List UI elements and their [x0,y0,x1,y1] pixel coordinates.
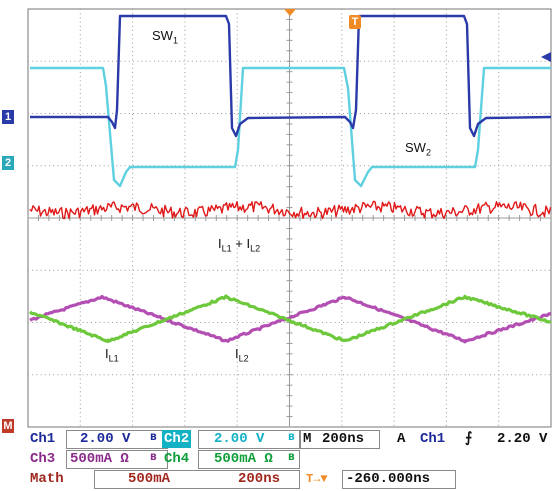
readout-panel: Ch1 2.00 V B Ch2 2.00 V B M 200ns A Ch1 … [0,429,553,491]
timebase-label: M [303,431,312,447]
readout-row-1: Ch1 2.00 V B Ch2 2.00 V B M 200ns A Ch1 … [0,429,553,449]
math-time: 200ns [238,471,281,487]
readout-row-2: Ch3 500mA Ω B Ch4 500mA Ω B [0,449,553,469]
graticule-grid [27,8,552,428]
ch2-label[interactable]: Ch2 [162,430,192,448]
ch1-label[interactable]: Ch1 [30,431,56,447]
ch2-scale-box[interactable] [198,430,300,449]
ch4-label[interactable]: Ch4 [164,451,190,467]
ch4-scale-box[interactable] [198,450,300,469]
math-ground-marker[interactable]: M [2,419,14,433]
ch2-ground-marker[interactable]: 2 [2,156,14,170]
waveform-traces [28,14,552,344]
trigger-position-icon: T→▼ [306,472,328,486]
trigger-position-marker[interactable] [284,9,296,16]
right-edge-level-marker [541,52,551,62]
ch2-sw2-trace [30,66,551,188]
il1-label: IL1 [105,346,119,364]
ch3-bw-icon: B [150,453,157,463]
trigger-slope-icon: ⨍ [465,431,473,447]
ch3-scale-box[interactable] [66,450,168,469]
ch2-scale: 2.00 V [214,431,265,447]
timebase-scale: 200ns [322,431,365,447]
ch4-scale: 500mA Ω [214,451,273,467]
ch1-ground-marker[interactable]: 1 [2,110,14,124]
il2-label: IL2 [235,346,249,364]
ch1-scale: 2.00 V [80,431,131,447]
ch3-scale: 500mA Ω [70,451,129,467]
ch3-il1-trace [29,294,552,344]
readout-row-3: Math 500mA 200ns T→▼ -260.000ns [0,469,553,489]
trigger-position-value: -260.000ns [346,471,431,487]
ch1-sw1-trace [30,14,552,138]
math-il1-plus-il2-trace [29,200,552,220]
ch1-bw-icon: B [150,433,157,443]
sw1-label: SW1 [152,28,178,46]
math-label[interactable]: Math [30,471,64,487]
math-scale-box[interactable] [94,470,300,489]
ch4-bw-icon: B [288,453,295,463]
ch4-il2-trace [28,294,552,343]
math-scale: 500mA [128,471,171,487]
sw2-label: SW2 [405,140,431,158]
il1-plus-il2-label: IL1 + IL2 [218,236,261,254]
trigger-mode: A [397,431,406,447]
trigger-source[interactable]: Ch1 [420,431,446,447]
timebase-box[interactable] [300,430,380,449]
ch2-bw-icon: B [288,433,295,443]
ch3-label[interactable]: Ch3 [30,451,56,467]
trigger-position-box[interactable] [342,470,456,489]
trigger-t-marker[interactable]: T [349,15,361,29]
trigger-level[interactable]: 2.20 V [497,431,548,447]
